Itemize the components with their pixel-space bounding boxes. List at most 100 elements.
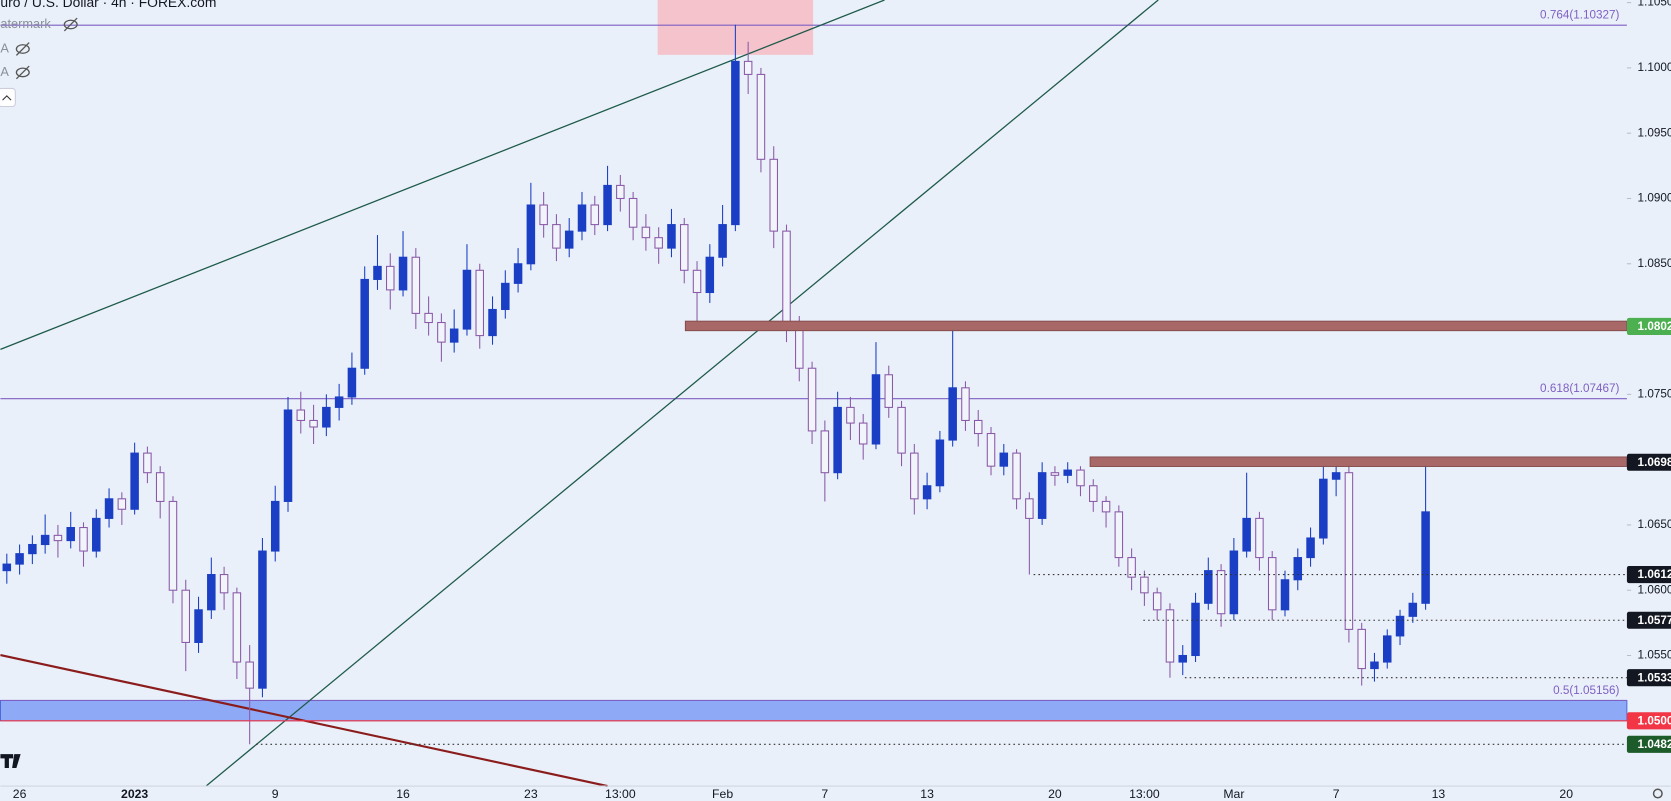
- x-tick-label: 9: [272, 787, 279, 801]
- candle-body: [1293, 557, 1303, 581]
- candle-body: [871, 374, 881, 445]
- indicator-row: A: [0, 64, 9, 79]
- y-tick-label: 1.0900: [1638, 192, 1671, 205]
- candle-body: [1306, 537, 1315, 559]
- candle-body: [1395, 615, 1405, 637]
- candle-body: [1127, 557, 1136, 578]
- candle-body: [986, 432, 996, 467]
- candle-body: [999, 452, 1009, 467]
- indicator-row: A: [0, 40, 9, 55]
- symbol-title: uro / U.S. Dollar · 4h · FOREX.com: [0, 0, 216, 10]
- candle-body: [1408, 602, 1418, 617]
- price-badge-label: 1.0482: [1638, 738, 1671, 751]
- candle-body: [2, 563, 12, 572]
- candle-body: [1076, 469, 1085, 487]
- x-tick-label: 7: [1333, 787, 1340, 801]
- price-badge-label: 1.0577: [1638, 614, 1671, 627]
- candle-body: [846, 406, 855, 424]
- candle-body: [1216, 570, 1226, 615]
- candle-body: [130, 452, 139, 510]
- candle-body: [1357, 628, 1366, 670]
- x-tick-label: 13: [1432, 787, 1446, 801]
- y-tick-label: 1.0850: [1638, 257, 1671, 270]
- candle-body: [922, 485, 932, 500]
- candle-body: [654, 237, 663, 249]
- candle-body: [322, 406, 331, 428]
- candle-body: [692, 269, 702, 294]
- candle-body: [270, 500, 280, 552]
- candle-body: [258, 550, 267, 689]
- collapse-icon: [2, 95, 12, 101]
- logo: [0, 754, 21, 768]
- price-badge: [1626, 735, 1671, 753]
- fib-label: 0.764(1.10327): [1540, 9, 1619, 22]
- candle-body: [1089, 485, 1098, 502]
- y-tick-label: 1.1050: [1638, 0, 1671, 9]
- x-tick-label: 13:00: [605, 787, 636, 801]
- candle-body: [1344, 472, 1354, 630]
- candle-body: [1152, 592, 1162, 611]
- candle-body: [232, 592, 242, 663]
- candle-body: [935, 439, 945, 487]
- settings-icon[interactable]: [1652, 788, 1663, 799]
- candle-body: [526, 204, 536, 265]
- candle-body: [386, 265, 395, 291]
- eye-icons: [15, 17, 78, 80]
- candle-body: [475, 269, 484, 337]
- price-badge-label: 1.0500: [1638, 714, 1671, 727]
- candle-body: [15, 553, 24, 565]
- x-tick-label: 23: [524, 787, 538, 801]
- candle-body: [449, 328, 459, 343]
- resistance-zone: [1089, 456, 1628, 467]
- candle-body: [207, 574, 216, 611]
- candle-body: [667, 224, 676, 249]
- y-tick-label: 1.0650: [1638, 518, 1671, 531]
- x-tick-label: 20: [1559, 787, 1573, 801]
- candle-body: [1382, 635, 1392, 663]
- candle-body: [782, 230, 791, 330]
- candle-body: [718, 224, 727, 258]
- candle-body: [961, 387, 970, 421]
- candle-body: [948, 387, 957, 441]
- candle-body: [245, 661, 254, 689]
- candle-body: [564, 230, 574, 249]
- candle-body: [910, 452, 919, 500]
- candle-body: [1280, 579, 1290, 611]
- candles: [2, 24, 1430, 745]
- x-tick-label: 26: [13, 787, 27, 801]
- candle-body: [1204, 570, 1213, 604]
- candle-body: [1037, 472, 1047, 519]
- candle-body: [1050, 472, 1060, 476]
- candle-body: [194, 609, 203, 643]
- candle-body: [513, 263, 523, 284]
- candle-body: [117, 498, 127, 510]
- candle-body: [181, 589, 191, 643]
- candle-body: [1242, 517, 1251, 552]
- candle-body: [1370, 661, 1379, 670]
- candle-body: [1229, 550, 1239, 615]
- candle-body: [488, 308, 497, 337]
- candle-body: [628, 197, 638, 228]
- indicator-row: atermark: [0, 16, 51, 31]
- x-tick-label: 16: [396, 787, 410, 801]
- fib-label: 0.5(1.05156): [1553, 684, 1619, 697]
- candle-body: [705, 256, 715, 294]
- candle-body: [552, 224, 561, 249]
- candle-body: [1255, 517, 1264, 559]
- candle-body: [79, 527, 88, 552]
- candle-body: [168, 500, 178, 591]
- candle-body: [1114, 511, 1124, 559]
- candle-body: [1063, 469, 1072, 476]
- candle-body: [1012, 452, 1021, 500]
- candle-body: [1191, 602, 1200, 657]
- candle-body: [1025, 498, 1034, 519]
- y-tick-label: 1.0600: [1638, 583, 1671, 596]
- y-tick-label: 1.0950: [1638, 126, 1671, 139]
- resistance-zone: [684, 320, 1628, 332]
- candle-body: [411, 256, 421, 314]
- candle-body: [769, 158, 778, 232]
- candle-body: [590, 204, 600, 226]
- candle-body: [143, 452, 152, 474]
